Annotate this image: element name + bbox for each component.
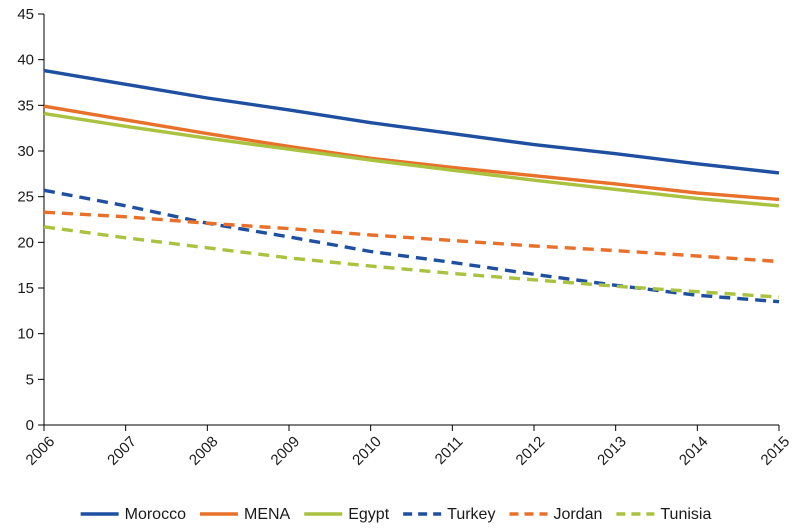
y-tick-label: 30 (17, 143, 34, 160)
legend-label: MENA (244, 506, 291, 523)
series-line-egypt (43, 111, 780, 208)
x-tick-label: 2007 (104, 433, 140, 469)
y-tick-label: 20 (17, 234, 34, 251)
y-tick-label: 25 (17, 189, 34, 206)
x-ticks: 2006 2007 2008 2009 2010 2011 2012 2013 2014 2015 (23, 425, 792, 469)
y-tick-label: 35 (17, 97, 34, 114)
series-line-morocco (43, 68, 780, 175)
series-line-tunisia (43, 225, 780, 299)
legend-label: Jordan (553, 506, 602, 523)
y-tick-label: 10 (17, 326, 34, 343)
legend-label: Turkey (447, 506, 495, 523)
series-line-turkey (43, 188, 780, 304)
x-tick-label: 2006 (23, 433, 59, 469)
series-line-jordan (43, 210, 780, 264)
x-tick-label: 2011 (432, 433, 467, 468)
legend-label: Egypt (348, 506, 389, 523)
y-tick-label: 5 (26, 371, 34, 388)
series-lines (43, 68, 780, 304)
x-tick-label: 2015 (758, 433, 792, 469)
x-tick-label: 2008 (186, 433, 222, 469)
y-tick-label: 45 (17, 6, 34, 23)
x-tick-label: 2009 (268, 433, 304, 469)
legend-label: Tunisia (660, 506, 711, 523)
y-ticks: 0 5 10 15 20 25 30 35 40 45 (17, 6, 44, 434)
x-tick-label: 2013 (594, 433, 630, 469)
y-tick-label: 40 (17, 52, 34, 69)
y-tick-label: 15 (17, 280, 34, 297)
axes (43, 14, 779, 426)
series-line-mena (43, 104, 780, 202)
legend-label: Morocco (125, 506, 186, 523)
legend: Morocco MENA Egypt Turkey Jordan Tunisia (80, 506, 711, 523)
y-tick-label: 0 (26, 417, 34, 434)
x-tick-label: 2010 (349, 433, 385, 469)
x-tick-label: 2014 (676, 433, 712, 469)
x-tick-label: 2012 (513, 433, 549, 469)
